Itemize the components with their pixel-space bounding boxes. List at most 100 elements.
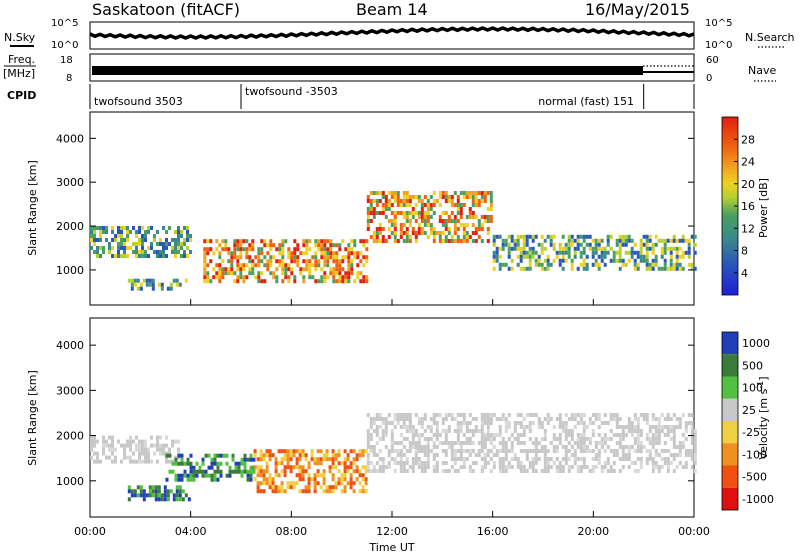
heatmap-cell: [471, 461, 475, 465]
heatmap-cell: [492, 242, 496, 247]
heatmap-cell: [168, 447, 171, 452]
heatmap-cell: [663, 258, 667, 263]
heatmap-cell: [588, 421, 592, 425]
heatmap-cell: [534, 441, 538, 445]
heatmap-cell: [621, 429, 625, 433]
heatmap-cell: [133, 278, 137, 283]
heatmap-cell: [408, 223, 412, 227]
heatmap-cell: [627, 421, 631, 425]
heatmap-cell: [651, 242, 655, 247]
heatmap-cell: [531, 234, 535, 239]
heatmap-cell: [444, 413, 448, 417]
heatmap-cell: [507, 266, 511, 271]
heatmap-cell: [612, 258, 616, 263]
heatmap-cell: [489, 457, 493, 461]
heatmap-cell: [105, 226, 108, 230]
heatmap-cell: [666, 417, 670, 421]
heatmap-cell: [359, 271, 363, 276]
heatmap-cell: [498, 433, 502, 437]
heatmap-cell: [669, 429, 673, 433]
heatmap-cell: [162, 242, 165, 246]
heatmap-cell: [175, 493, 179, 498]
heatmap-cell: [233, 243, 237, 248]
y-tick-label: 3000: [56, 176, 84, 189]
heatmap-cell: [316, 469, 320, 474]
heatmap-cell: [501, 469, 505, 473]
heatmap-cell: [603, 461, 607, 465]
heatmap-cell: [504, 457, 508, 461]
heatmap-cell: [147, 226, 150, 230]
heatmap-cell: [154, 485, 158, 490]
heatmap-cell: [633, 461, 637, 465]
heatmap-cell: [353, 239, 357, 244]
heatmap-cell: [157, 493, 161, 498]
heatmap-cell: [361, 485, 365, 490]
heatmap-cell: [295, 461, 299, 466]
heatmap-cell: [411, 445, 415, 449]
heatmap-cell: [344, 275, 348, 280]
heatmap-cell: [486, 425, 490, 429]
heatmap-cell: [99, 246, 102, 250]
heatmap-cell: [567, 238, 571, 243]
heatmap-cell: [165, 453, 169, 458]
heatmap-cell: [192, 473, 196, 478]
heatmap-cell: [408, 429, 412, 433]
heatmap-cell: [390, 191, 394, 195]
velocity-colorbar-label: Velocity [m s-1]: [756, 376, 770, 459]
heatmap-cell: [329, 271, 333, 276]
heatmap-cell: [126, 226, 129, 230]
heatmap-cell: [417, 457, 421, 461]
heatmap-cell: [432, 457, 436, 461]
heatmap-cell: [343, 449, 347, 454]
heatmap-cell: [474, 461, 478, 465]
heatmap-cell: [594, 465, 598, 469]
heatmap-cell: [174, 455, 177, 460]
heatmap-cell: [426, 223, 430, 227]
heatmap-cell: [93, 238, 96, 242]
heatmap-cell: [251, 247, 255, 252]
heatmap-cell: [218, 243, 222, 248]
heatmap-cell: [444, 433, 448, 437]
heatmap-cell: [329, 255, 333, 260]
heatmap-cell: [405, 425, 409, 429]
heatmap-cell: [399, 211, 403, 215]
heatmap-cell: [417, 227, 421, 231]
heatmap-cell: [642, 413, 646, 417]
heatmap-cell: [120, 459, 123, 464]
heatmap-cell: [120, 254, 123, 258]
heatmap-cell: [132, 226, 135, 230]
heatmap-cell: [525, 457, 529, 461]
heatmap-cell: [480, 433, 484, 437]
heatmap-cell: [630, 461, 634, 465]
heatmap-cell: [150, 226, 153, 230]
heatmap-cell: [450, 441, 454, 445]
heatmap-cell: [516, 465, 520, 469]
heatmap-cell: [144, 234, 147, 238]
heatmap-cell: [366, 461, 370, 465]
heatmap-cell: [372, 231, 376, 235]
heatmap-cell: [301, 453, 305, 458]
heatmap-cell: [105, 455, 108, 460]
heatmap-cell: [606, 457, 610, 461]
heatmap-cell: [290, 267, 294, 272]
heatmap-cell: [603, 441, 607, 445]
heatmap-cell: [441, 449, 445, 453]
heatmap-cell: [243, 457, 247, 462]
heatmap-cell: [666, 449, 670, 453]
heatmap-cell: [522, 266, 526, 271]
heatmap-cell: [320, 239, 324, 244]
heatmap-cell: [372, 429, 376, 433]
heatmap-cell: [573, 449, 577, 453]
heatmap-cell: [275, 247, 279, 252]
heatmap-cell: [411, 231, 415, 235]
heatmap-cell: [102, 447, 105, 452]
heatmap-cell: [513, 429, 517, 433]
heatmap-cell: [174, 477, 178, 482]
heatmap-cell: [576, 266, 580, 271]
heatmap-cell: [129, 439, 132, 444]
heatmap-cell: [447, 227, 451, 231]
heatmap-cell: [525, 453, 529, 457]
heatmap-cell: [504, 425, 508, 429]
heatmap-cell: [555, 437, 559, 441]
heatmap-cell: [624, 238, 628, 243]
